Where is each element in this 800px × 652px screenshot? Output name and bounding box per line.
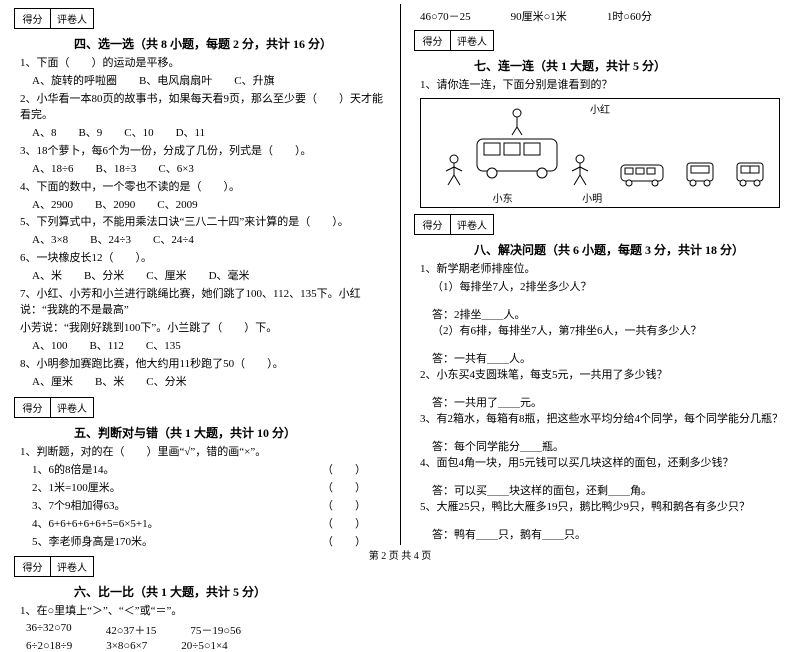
q4-1-opts: A、旋转的呼啦圈 B、电风扇扇叶 C、升旗 bbox=[32, 74, 386, 90]
q5-item-2: 2、1米=100厘米。 （ ） bbox=[32, 481, 386, 497]
scene-illustration: 小红 小东 小明 bbox=[420, 98, 780, 208]
grader-label: 评卷人 bbox=[51, 398, 93, 417]
score-box: 得分 评卷人 bbox=[14, 8, 94, 29]
van-side-icon bbox=[617, 159, 667, 189]
van-rear-icon bbox=[683, 159, 717, 189]
cmp-2a: 6÷2○18÷9 bbox=[26, 640, 72, 652]
q5-item-4: 4、6+6+6+6+6+5=6×5+1。 （ ） bbox=[32, 517, 386, 533]
score-label: 得分 bbox=[415, 215, 451, 234]
q8-5-ans: 答：鸭有＿＿只，鹅有＿＿只。 bbox=[432, 526, 786, 542]
q8-4: 4、面包4角一块，用5元钱可以买几块这样的面包，还剩多少钱？ bbox=[420, 456, 786, 472]
q4-5-opts: A、3×8 B、24÷3 C、24÷4 bbox=[32, 233, 386, 249]
cmp-1b: 42○37＋15 bbox=[106, 622, 157, 638]
q7-1: 1、请你连一连，下面分别是谁看到的？ bbox=[420, 78, 786, 94]
q4-3: 3、18个萝卜，每6个为一份，分成了几份，列式是（ ）。 bbox=[20, 144, 386, 160]
q4-7a: 7、小红、小芳和小兰进行跳绳比赛，她们跳了100、112、135下。小红说：“我… bbox=[20, 287, 386, 319]
van-front-icon bbox=[733, 159, 767, 189]
score-label: 得分 bbox=[15, 9, 51, 28]
label-xiaodong: 小东 bbox=[493, 190, 513, 205]
section-7: 得分 评卷人 七、连一连（共 1 大题，共计 5 分） 1、请你连一连，下面分别… bbox=[414, 30, 786, 208]
q5-item-3-text: 3、7个9相加得63。 bbox=[32, 499, 126, 515]
q8-1b: （2）有6排，每排坐7人，第7排坐6人，一共有多少人？ bbox=[432, 324, 786, 340]
score-box: 得分 评卷人 bbox=[14, 397, 94, 418]
top-cmp-a: 46○70－25 bbox=[420, 8, 471, 24]
q4-4-opts: A、2900 B、2090 C、2009 bbox=[32, 198, 386, 214]
q8-4-ans: 答：可以买＿＿块这样的面包，还剩＿＿角。 bbox=[432, 482, 786, 498]
paren: （ ） bbox=[322, 463, 366, 479]
q8-3: 3、有2箱水，每箱有8瓶，把这些水平均分给4个同学，每个同学能分几瓶？ bbox=[420, 412, 786, 428]
cmp-2c: 20÷5○1×4 bbox=[181, 640, 227, 652]
q5-item-1: 1、6的8倍是14。 （ ） bbox=[32, 463, 386, 479]
paren: （ ） bbox=[322, 481, 366, 497]
grader-label: 评卷人 bbox=[51, 9, 93, 28]
q8-5: 5、大雁25只，鸭比大雁多19只，鹅比鸭少9只，鸭和鹅各有多少只？ bbox=[420, 500, 786, 516]
top-cmp-b: 90厘米○1米 bbox=[511, 8, 567, 24]
q5-item-3: 3、7个9相加得63。 （ ） bbox=[32, 499, 386, 515]
section-4: 得分 评卷人 四、选一选（共 8 小题，每题 2 分，共计 16 分） 1、下面… bbox=[14, 8, 386, 391]
grader-label: 评卷人 bbox=[451, 31, 493, 50]
section-5: 得分 评卷人 五、判断对与错（共 1 大题，共计 10 分） 1、判断题，对的在… bbox=[14, 397, 386, 551]
section-8: 得分 评卷人 八、解决问题（共 6 小题，每题 3 分，共计 18 分） 1、新… bbox=[414, 214, 786, 542]
right-column: 46○70－25 90厘米○1米 1时○60分 得分 评卷人 七、连一连（共 1… bbox=[400, 0, 800, 548]
top-cmp-c: 1时○60分 bbox=[607, 8, 652, 24]
q5-1: 1、判断题，对的在（ ）里画“√”，错的画“×”。 bbox=[20, 445, 386, 461]
score-box: 得分 评卷人 bbox=[414, 30, 494, 51]
q5-item-2-text: 2、1米=100厘米。 bbox=[32, 481, 121, 497]
section-6-title: 六、比一比（共 1 大题，共计 5 分） bbox=[74, 583, 386, 600]
q4-4: 4、下面的数中，一个零也不读的是（ ）。 bbox=[20, 180, 386, 196]
q8-2-ans: 答：一共用了＿＿元。 bbox=[432, 394, 786, 410]
left-column: 得分 评卷人 四、选一选（共 8 小题，每题 2 分，共计 16 分） 1、下面… bbox=[0, 0, 400, 548]
q4-3-opts: A、18÷6 B、18÷3 C、6×3 bbox=[32, 162, 386, 178]
section-8-title: 八、解决问题（共 6 小题，每题 3 分，共计 18 分） bbox=[474, 241, 786, 258]
q8-1a: （1）每排坐7人，2排坐多少人？ bbox=[432, 280, 786, 296]
cmp-1a: 36÷32○70 bbox=[26, 622, 72, 638]
q8-1b-ans: 答：一共有＿＿人。 bbox=[432, 350, 786, 366]
section-5-title: 五、判断对与错（共 1 大题，共计 10 分） bbox=[74, 424, 386, 441]
scene-svg bbox=[432, 105, 602, 189]
cmp-1c: 75－19○56 bbox=[190, 622, 241, 638]
compare-row-2: 6÷2○18÷9 3×8○6×7 20÷5○1×4 bbox=[26, 640, 386, 652]
q4-8: 8、小明参加赛跑比赛，他大约用11秒跑了50（ ）。 bbox=[20, 357, 386, 373]
q5-item-4-text: 4、6+6+6+6+6+5=6×5+1。 bbox=[32, 517, 159, 533]
compare-row-1: 36÷32○70 42○37＋15 75－19○56 bbox=[26, 622, 386, 638]
q4-7b: 小芳说：“我刚好跳到100下”。小兰跳了（ ）下。 bbox=[20, 321, 386, 337]
q8-1: 1、新学期老师排座位。 bbox=[420, 262, 786, 278]
q4-8-opts: A、厘米 B、米 C、分米 bbox=[32, 375, 386, 391]
score-label: 得分 bbox=[415, 31, 451, 50]
section-6: 得分 评卷人 六、比一比（共 1 大题，共计 5 分） 1、在○里填上“＞”、“… bbox=[14, 556, 386, 652]
label-xiaoming: 小明 bbox=[582, 190, 602, 205]
section-4-title: 四、选一选（共 8 小题，每题 2 分，共计 16 分） bbox=[74, 35, 386, 52]
page-footer: 第 2 页 共 4 页 bbox=[0, 547, 800, 562]
q4-6: 6、一块橡皮长12（ ）。 bbox=[20, 251, 386, 267]
q4-2-opts: A、8 B、9 C、10 D、11 bbox=[32, 126, 386, 142]
q6-1: 1、在○里填上“＞”、“＜”或“＝”。 bbox=[20, 604, 386, 620]
q4-2: 2、小华看一本80页的故事书，如果每天看9页，那么至少要（ ）天才能看完。 bbox=[20, 92, 386, 124]
q8-3-ans: 答：每个同学能分＿＿瓶。 bbox=[432, 438, 786, 454]
q4-7-opts: A、100 B、112 C、135 bbox=[32, 339, 386, 355]
q8-2: 2、小东买4支圆珠笔，每支5元，一共用了多少钱？ bbox=[420, 368, 786, 384]
q5-item-1-text: 1、6的8倍是14。 bbox=[32, 463, 115, 479]
cmp-2b: 3×8○6×7 bbox=[106, 640, 147, 652]
paren: （ ） bbox=[322, 499, 366, 515]
q4-1: 1、下面（ ）的运动是平移。 bbox=[20, 56, 386, 72]
score-label: 得分 bbox=[15, 398, 51, 417]
grader-label: 评卷人 bbox=[451, 215, 493, 234]
q4-5: 5、下列算式中，不能用乘法口诀“三八二十四”来计算的是（ ）。 bbox=[20, 215, 386, 231]
paren: （ ） bbox=[322, 517, 366, 533]
q4-6-opts: A、米 B、分米 C、厘米 D、毫米 bbox=[32, 269, 386, 285]
scene-left bbox=[433, 105, 601, 189]
section-7-title: 七、连一连（共 1 大题，共计 5 分） bbox=[474, 57, 786, 74]
score-box: 得分 评卷人 bbox=[414, 214, 494, 235]
q8-1a-ans: 答：2排坐＿＿人。 bbox=[432, 306, 786, 322]
top-compare-row: 46○70－25 90厘米○1米 1时○60分 bbox=[420, 8, 786, 24]
